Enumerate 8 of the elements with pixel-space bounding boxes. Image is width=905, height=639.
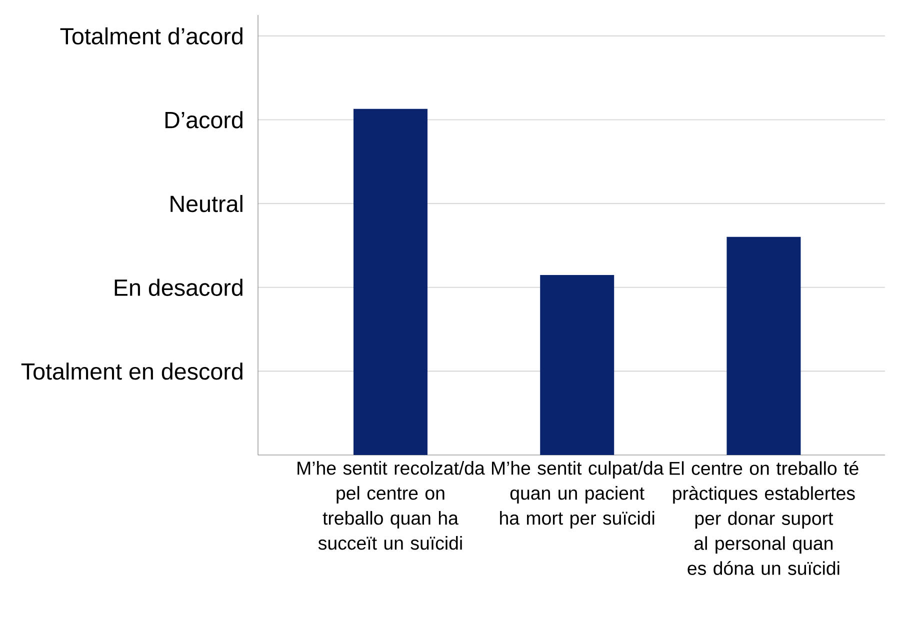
- text: Totalment d’acord: [60, 27, 242, 45]
- text: Totalment en descord: [21, 362, 242, 380]
- x-tick-label: M’he sentit recolzat/da pel centre on treballo quan ha succeït un suïcidi: [298, 461, 485, 550]
- text: Neutral: [170, 194, 242, 212]
- text: D’acord: [165, 111, 242, 128]
- x-tick-label: El centre on treballo té pràctiques establertes per donar suport al personal quan es dóna un suïcidi: [670, 461, 858, 575]
- x-tick-label: M’he sentit culpat/da quan un pacient ha mort per suïcidi: [492, 461, 664, 528]
- text: En desacord: [114, 278, 242, 296]
